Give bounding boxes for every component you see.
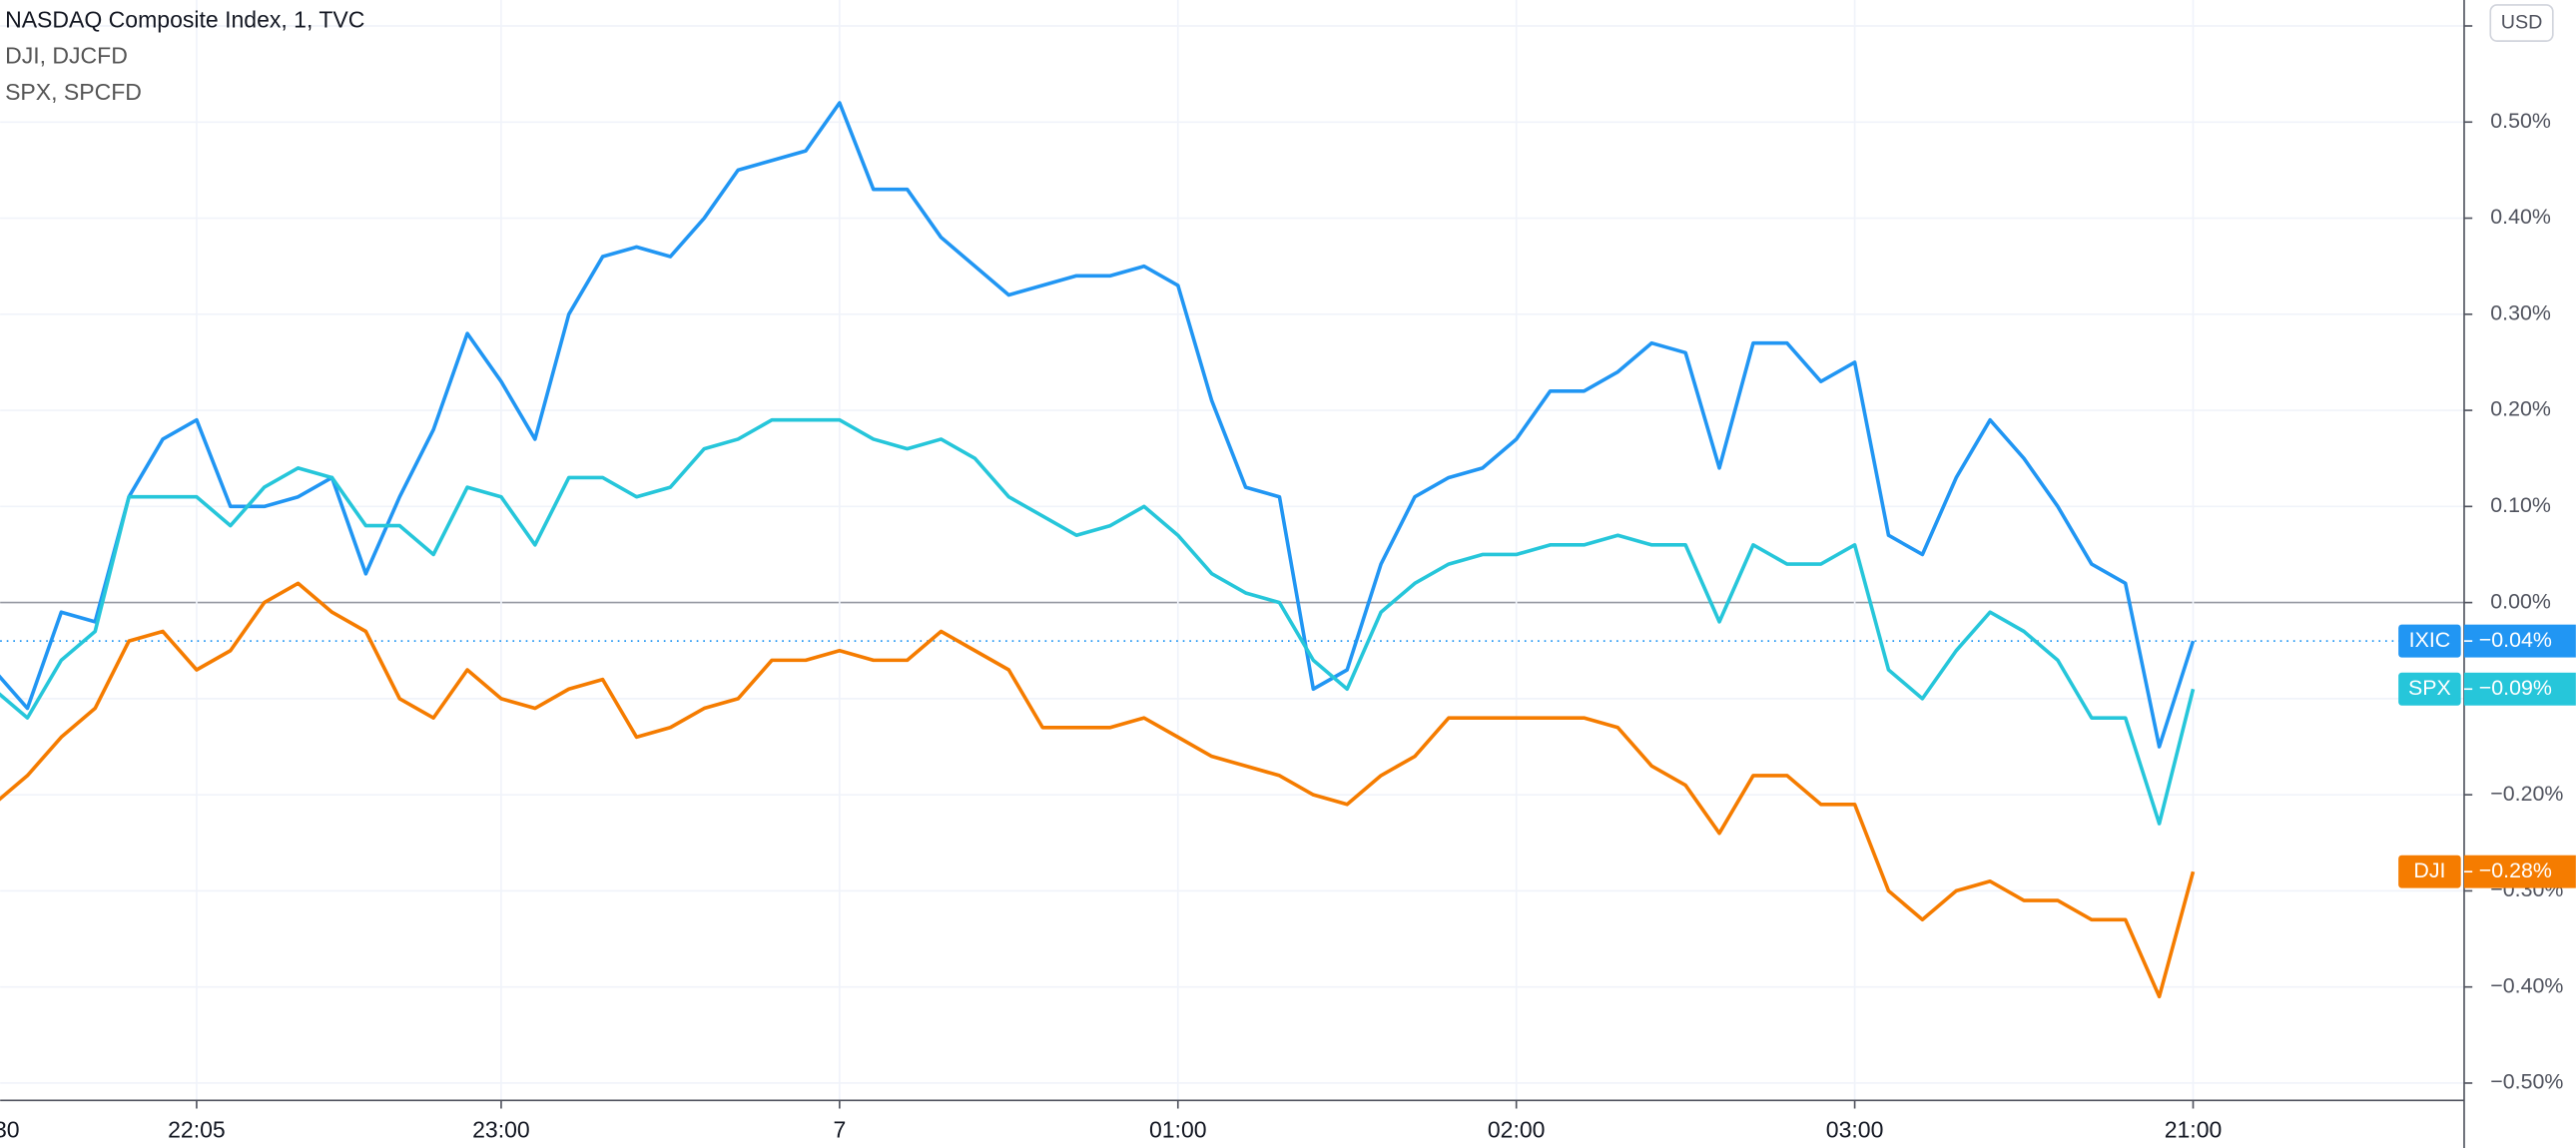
- y-tick-label: 0.50%: [2490, 109, 2551, 133]
- y-tick-label: 0.00%: [2490, 589, 2551, 613]
- symbol-label: SPX: [2408, 676, 2451, 700]
- y-tick-label: −0.50%: [2490, 1070, 2563, 1094]
- x-tick-label: 30: [0, 1117, 20, 1143]
- x-tick-label: 01:00: [1149, 1117, 1207, 1143]
- value-badge: [2463, 624, 2576, 658]
- x-tick-label: 22:05: [168, 1117, 226, 1143]
- value-label: −0.28%: [2479, 859, 2552, 882]
- x-tick-label: 02:00: [1488, 1117, 1546, 1143]
- badges: IXIC −0.04% DJI −0.28% SPX −0.09%: [2398, 624, 2576, 888]
- series-line: [0, 417, 2196, 826]
- currency[interactable]: USD: [2501, 11, 2543, 33]
- x-tick-label: 7: [833, 1117, 846, 1143]
- symbol-badge: [2398, 672, 2461, 706]
- legend: NASDAQ Composite Index, 1, TVC DJI, DJCFD…: [5, 6, 364, 104]
- symbol-badge: [2398, 624, 2461, 658]
- value-label: −0.09%: [2479, 676, 2552, 700]
- y-tick-label: 0.20%: [2490, 397, 2551, 421]
- y-tick-label: −0.40%: [2490, 973, 2563, 997]
- y-tick-label: 0.40%: [2490, 205, 2551, 229]
- legend-entry[interactable]: NASDAQ Composite Index, 1, TVC: [5, 6, 364, 32]
- series-line: [0, 101, 2196, 749]
- value-badge: [2463, 672, 2576, 706]
- y-tick-label: 0.10%: [2490, 493, 2551, 517]
- plot: [0, 101, 2464, 999]
- symbol-badge: [2398, 855, 2461, 888]
- legend-entry[interactable]: SPX, SPCFD: [5, 79, 142, 105]
- value-badge: [2463, 855, 2576, 888]
- y-tick-label: −0.20%: [2490, 782, 2563, 806]
- symbol-label: DJI: [2413, 859, 2445, 882]
- axis: −0.50%−0.40%−0.30%−0.20%−0.10%0.00%0.10%…: [0, 13, 2563, 1143]
- x-tick-label: 23:00: [472, 1117, 530, 1143]
- x-tick-label: 03:00: [1826, 1117, 1884, 1143]
- symbol-label: IXIC: [2409, 628, 2451, 652]
- currency-box[interactable]: [2489, 4, 2554, 42]
- legend-entry[interactable]: DJI, DJCFD: [5, 43, 128, 69]
- value-label: −0.04%: [2479, 628, 2552, 652]
- x-tick-label: 21:00: [2165, 1117, 2223, 1143]
- y-tick-label: 0.30%: [2490, 300, 2551, 324]
- series-line: [0, 581, 2196, 999]
